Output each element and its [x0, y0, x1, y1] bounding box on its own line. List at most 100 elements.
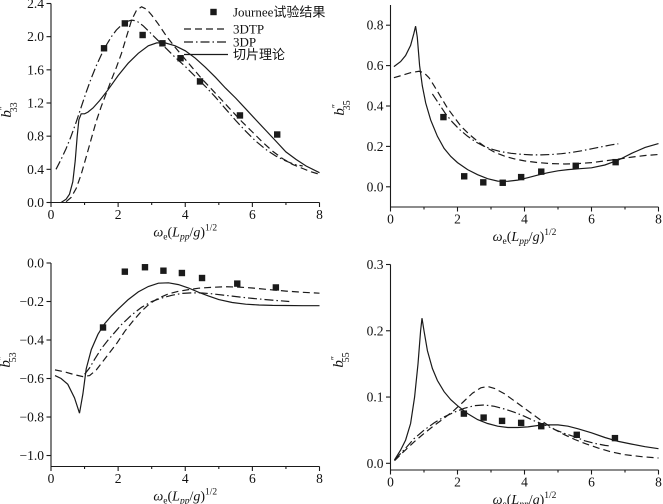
square-marker — [612, 158, 619, 166]
curve-3dp — [84, 292, 290, 375]
y-axis-label: b″33 — [0, 102, 20, 117]
legend-label: 切片理论 — [233, 47, 285, 62]
square-marker — [480, 414, 487, 421]
experiment-points — [99, 264, 280, 331]
square-marker — [178, 269, 186, 277]
y-tick-label: −1.0 — [20, 448, 45, 463]
square-marker — [272, 284, 280, 291]
y-tick-label: 0.2 — [367, 139, 384, 154]
square-marker — [538, 422, 545, 430]
y-axis-label: b″53 — [0, 352, 19, 367]
x-tick-label: 4 — [182, 207, 189, 222]
curve-slice-theory — [60, 42, 320, 204]
square-marker — [121, 20, 129, 27]
square-marker — [196, 78, 204, 85]
y-tick-label: 2.4 — [27, 0, 44, 11]
x-tick-label: 6 — [249, 207, 256, 222]
legend-square-marker — [210, 8, 217, 16]
y-tick-label: 0.4 — [367, 99, 384, 114]
square-marker — [236, 112, 244, 119]
subplot-b35: 0 2 4 6 8 0.0 0.2 0.4 0.6 0.8 b″35 ωe(Lpp/g)1/2 — [331, 5, 662, 247]
y-tick-label: 1.6 — [27, 62, 44, 77]
y-tick-label: 0.0 — [27, 195, 44, 210]
curve-slice-theory — [54, 282, 320, 414]
y-axis-label: b″55 — [330, 352, 352, 367]
subplot-b33: 0 2 4 6 8 0.0 0.4 0.8 1.2 1.6 2.0 2.4 b″33 ωe(Lpp/g)1… — [0, 0, 325, 243]
curve-3dp — [55, 19, 303, 170]
x-tick-label: 0 — [387, 475, 394, 490]
y-tick-label: 0.8 — [367, 18, 384, 33]
y-tick-label: 2.0 — [27, 29, 44, 44]
curve-slice-theory — [393, 318, 659, 461]
x-tick-label: 4 — [521, 212, 528, 227]
square-marker — [517, 173, 525, 181]
square-marker — [440, 113, 447, 121]
x-tick-label: 2 — [454, 475, 461, 490]
x-tick-label: 8 — [316, 471, 323, 486]
x-tick-label: 8 — [655, 475, 662, 490]
curve-3dtp — [54, 286, 320, 378]
x-axis-label: ωe(Lpp/g)1/2 — [493, 228, 557, 247]
legend-label: Journee试验结果 — [233, 5, 325, 20]
y-axis-label: b″35 — [331, 100, 353, 115]
y-tick-label: −0.2 — [20, 294, 45, 309]
y-tick-label: 0.6 — [367, 58, 384, 73]
square-marker — [573, 431, 580, 439]
y-tick-label: 1.2 — [27, 96, 44, 111]
y-tick-label: 0.0 — [27, 256, 44, 271]
y-tick-label: 0.0 — [367, 179, 384, 194]
square-marker — [100, 45, 108, 52]
x-axis-label: ωe(Lpp/g)1/2 — [493, 491, 557, 504]
square-marker — [460, 410, 468, 417]
square-marker — [274, 131, 281, 138]
y-tick-label: 0.2 — [367, 323, 384, 338]
x-tick-label: 8 — [655, 212, 662, 227]
x-tick-label: 4 — [521, 475, 528, 490]
experiment-points — [460, 410, 619, 442]
square-marker — [198, 274, 206, 282]
x-axis-label: ωe(Lpp/g)1/2 — [153, 224, 217, 243]
curve-3dtp — [394, 385, 659, 462]
x-axis-label: ωe(Lpp/g)1/2 — [153, 488, 217, 504]
x-tick-label: 6 — [588, 475, 595, 490]
curve-3dtp — [65, 6, 320, 203]
square-marker — [177, 55, 184, 62]
y-tick-label: −0.4 — [20, 333, 45, 348]
curve-3dp — [431, 93, 619, 156]
y-tick-label: 0.0 — [367, 456, 384, 471]
x-tick-label: 2 — [115, 471, 122, 486]
experiment-points — [440, 113, 619, 186]
square-marker — [121, 268, 129, 275]
subplot-b53: 0 2 4 6 8 0.0 −0.2 −0.4 −0.6 −0.8 −1.0 b″53 ωe(Lpp/g… — [0, 256, 323, 504]
legend-item: Journee试验结果 — [210, 5, 325, 20]
square-marker — [538, 168, 545, 175]
square-marker — [234, 280, 241, 287]
legend-item: 3DTP — [184, 22, 264, 37]
square-marker — [611, 434, 619, 442]
legend-label: 3DTP — [233, 22, 264, 37]
x-tick-label: 8 — [316, 207, 323, 222]
square-marker — [480, 179, 487, 186]
y-tick-label: −0.8 — [20, 410, 45, 425]
legend-label: 3DP — [233, 35, 256, 50]
square-marker — [517, 419, 525, 427]
legend-item: 切片理论 — [184, 47, 285, 62]
curve-slice-theory — [393, 26, 659, 182]
x-tick-label: 2 — [115, 207, 122, 222]
x-tick-label: 2 — [454, 212, 461, 227]
x-tick-label: 0 — [387, 212, 394, 227]
x-tick-label: 0 — [48, 207, 55, 222]
square-marker — [499, 179, 506, 186]
square-marker — [160, 267, 167, 274]
x-tick-label: 4 — [182, 471, 189, 486]
x-tick-label: 6 — [249, 471, 256, 486]
legend-item: 3DP — [184, 35, 256, 50]
square-marker — [99, 324, 107, 331]
curve-3dp — [394, 404, 612, 461]
y-tick-label: 0.1 — [367, 390, 384, 405]
square-marker — [572, 162, 579, 169]
square-marker — [141, 264, 149, 271]
